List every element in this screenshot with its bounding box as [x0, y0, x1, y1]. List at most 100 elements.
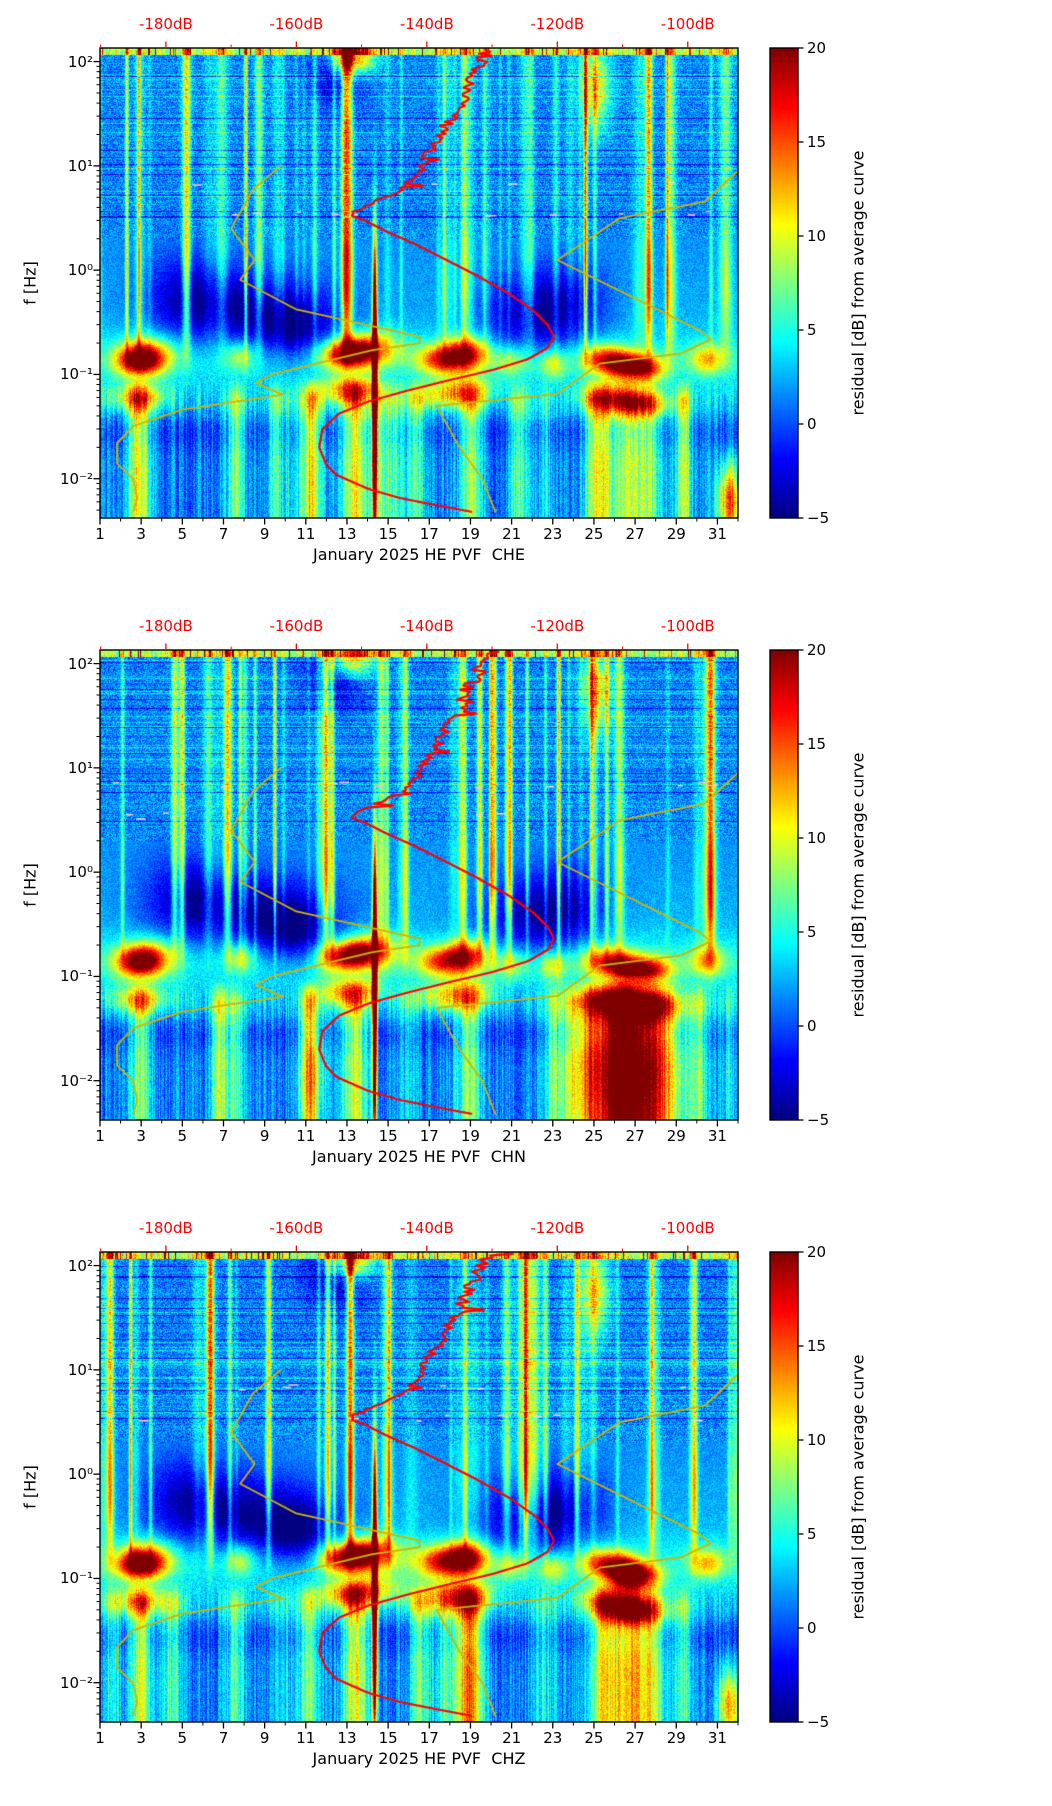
top-db-tick-label: -160dB	[269, 15, 324, 33]
top-db-tick-label: -180dB	[138, 15, 193, 33]
y-tick-label: 10²	[67, 654, 93, 673]
colorbar-tick-label: 0	[807, 1017, 817, 1035]
y-tick-label: 10²	[67, 1256, 93, 1275]
x-tick-label: 31	[707, 1729, 727, 1747]
x-tick-label: 21	[502, 1127, 522, 1145]
x-tick-label: 21	[502, 525, 522, 543]
x-tick-label: 23	[543, 1127, 563, 1145]
x-tick-label: 11	[296, 525, 316, 543]
x-tick-label: 19	[460, 1729, 480, 1747]
spectrogram-panel-che: 1 3 5 7 9 11 13 15 17 19 21 23 25 27 29 31 10⁻² 10⁻¹ 10⁰ 10…	[0, 0, 1052, 602]
colorbar-tick-label: 10	[807, 227, 827, 245]
colorbar-tick-label: 5	[807, 1525, 817, 1543]
y-tick-label: 10⁻¹	[59, 967, 93, 986]
x-tick-label: 1	[95, 1127, 105, 1145]
colorbar-tick-label: 15	[807, 1337, 827, 1355]
y-tick-label: 10²	[67, 52, 93, 71]
x-tick-label: 3	[136, 1729, 146, 1747]
colorbar-tick-label: 10	[807, 829, 827, 847]
x-tick-label: 19	[460, 1127, 480, 1145]
y-tick-label: 10¹	[67, 758, 93, 777]
x-tick-label: 15	[378, 1729, 398, 1747]
top-db-tick-label: -100dB	[660, 15, 715, 33]
y-tick-label: 10⁻¹	[59, 1569, 93, 1588]
x-tick-label: 29	[666, 1127, 686, 1145]
top-db-tick-label: -100dB	[660, 617, 715, 635]
y-axis-label: f [Hz]	[20, 863, 40, 907]
x-tick-label: 5	[177, 1729, 188, 1747]
colorbar-tick-label: 20	[807, 1243, 827, 1261]
x-tick-label: 3	[136, 525, 146, 543]
x-tick-label: 17	[419, 525, 439, 543]
x-tick-label: 27	[625, 525, 645, 543]
colorbar-tick-label: 5	[807, 321, 817, 339]
y-tick-label: 10⁻²	[59, 1673, 93, 1692]
top-db-tick-label: -120dB	[530, 1219, 585, 1237]
spectrogram-canvas	[100, 1252, 738, 1722]
x-axis-label: January 2025 HE PVF CHN	[312, 1147, 526, 1166]
x-tick-label: 17	[419, 1127, 439, 1145]
x-tick-label: 23	[543, 1729, 563, 1747]
x-tick-label: 7	[218, 1127, 229, 1145]
y-tick-label: 10⁻²	[59, 1071, 93, 1090]
x-tick-label: 13	[337, 1127, 357, 1145]
x-tick-label: 15	[378, 525, 398, 543]
colorbar-tick-label: 20	[807, 39, 827, 57]
x-tick-label: 11	[296, 1127, 316, 1145]
y-axis-label: f [Hz]	[20, 1465, 40, 1509]
top-db-tick-label: -180dB	[138, 1219, 193, 1237]
colorbar-tick-label: −5	[807, 1111, 830, 1129]
colorbar-tick-label: 0	[807, 1619, 817, 1637]
colorbar-tick-label: 20	[807, 641, 827, 659]
x-tick-label: 7	[218, 525, 229, 543]
x-tick-label: 19	[460, 525, 480, 543]
y-axis-label: f [Hz]	[20, 261, 40, 305]
y-tick-label: 10⁰	[67, 261, 93, 280]
x-tick-label: 31	[707, 525, 727, 543]
x-tick-label: 9	[259, 525, 270, 543]
colorbar-canvas	[770, 1252, 798, 1722]
y-tick-label: 10⁰	[67, 863, 93, 882]
x-tick-label: 27	[625, 1127, 645, 1145]
x-tick-label: 31	[707, 1127, 727, 1145]
y-tick-label: 10¹	[67, 1360, 93, 1379]
x-axis-label: January 2025 HE PVF CHE	[312, 545, 526, 564]
x-tick-label: 23	[543, 525, 563, 543]
spectrogram-panel-chz: 1 3 5 7 9 11 13 15 17 19 21 23 25 27 29 31 10⁻² 10⁻¹ 10⁰ 10…	[0, 1204, 1052, 1806]
x-tick-label: 5	[177, 1127, 188, 1145]
x-tick-label: 27	[625, 1729, 645, 1747]
x-axis-label: January 2025 HE PVF CHZ	[312, 1749, 526, 1768]
top-db-tick-label: -160dB	[269, 617, 324, 635]
colorbar-canvas	[770, 48, 798, 518]
spectrogram-canvas	[100, 48, 738, 518]
top-db-tick-label: -140dB	[399, 617, 454, 635]
y-tick-label: 10⁻¹	[59, 365, 93, 384]
top-db-tick-label: -120dB	[530, 617, 585, 635]
x-tick-label: 25	[584, 525, 604, 543]
top-db-tick-label: -100dB	[660, 1219, 715, 1237]
y-tick-label: 10⁻²	[59, 469, 93, 488]
x-tick-label: 11	[296, 1729, 316, 1747]
x-tick-label: 25	[584, 1729, 604, 1747]
colorbar-canvas	[770, 650, 798, 1120]
colorbar-tick-label: 10	[807, 1431, 827, 1449]
x-tick-label: 7	[218, 1729, 229, 1747]
colorbar-tick-label: −5	[807, 509, 830, 527]
x-tick-label: 9	[259, 1729, 270, 1747]
spectrogram-panel-chn: 1 3 5 7 9 11 13 15 17 19 21 23 25 27 29 31 10⁻² 10⁻¹ 10⁰ 10…	[0, 602, 1052, 1204]
colorbar-tick-label: 5	[807, 923, 817, 941]
top-db-tick-label: -140dB	[399, 15, 454, 33]
x-tick-label: 13	[337, 525, 357, 543]
x-tick-label: 29	[666, 525, 686, 543]
x-tick-label: 1	[95, 525, 105, 543]
x-tick-label: 1	[95, 1729, 105, 1747]
colorbar-label: residual [dB] from average curve	[848, 752, 868, 1018]
x-tick-label: 29	[666, 1729, 686, 1747]
top-db-tick-label: -160dB	[269, 1219, 324, 1237]
spectrogram-canvas	[100, 650, 738, 1120]
top-db-tick-label: -180dB	[138, 617, 193, 635]
x-tick-label: 5	[177, 525, 188, 543]
x-tick-label: 13	[337, 1729, 357, 1747]
x-tick-label: 25	[584, 1127, 604, 1145]
